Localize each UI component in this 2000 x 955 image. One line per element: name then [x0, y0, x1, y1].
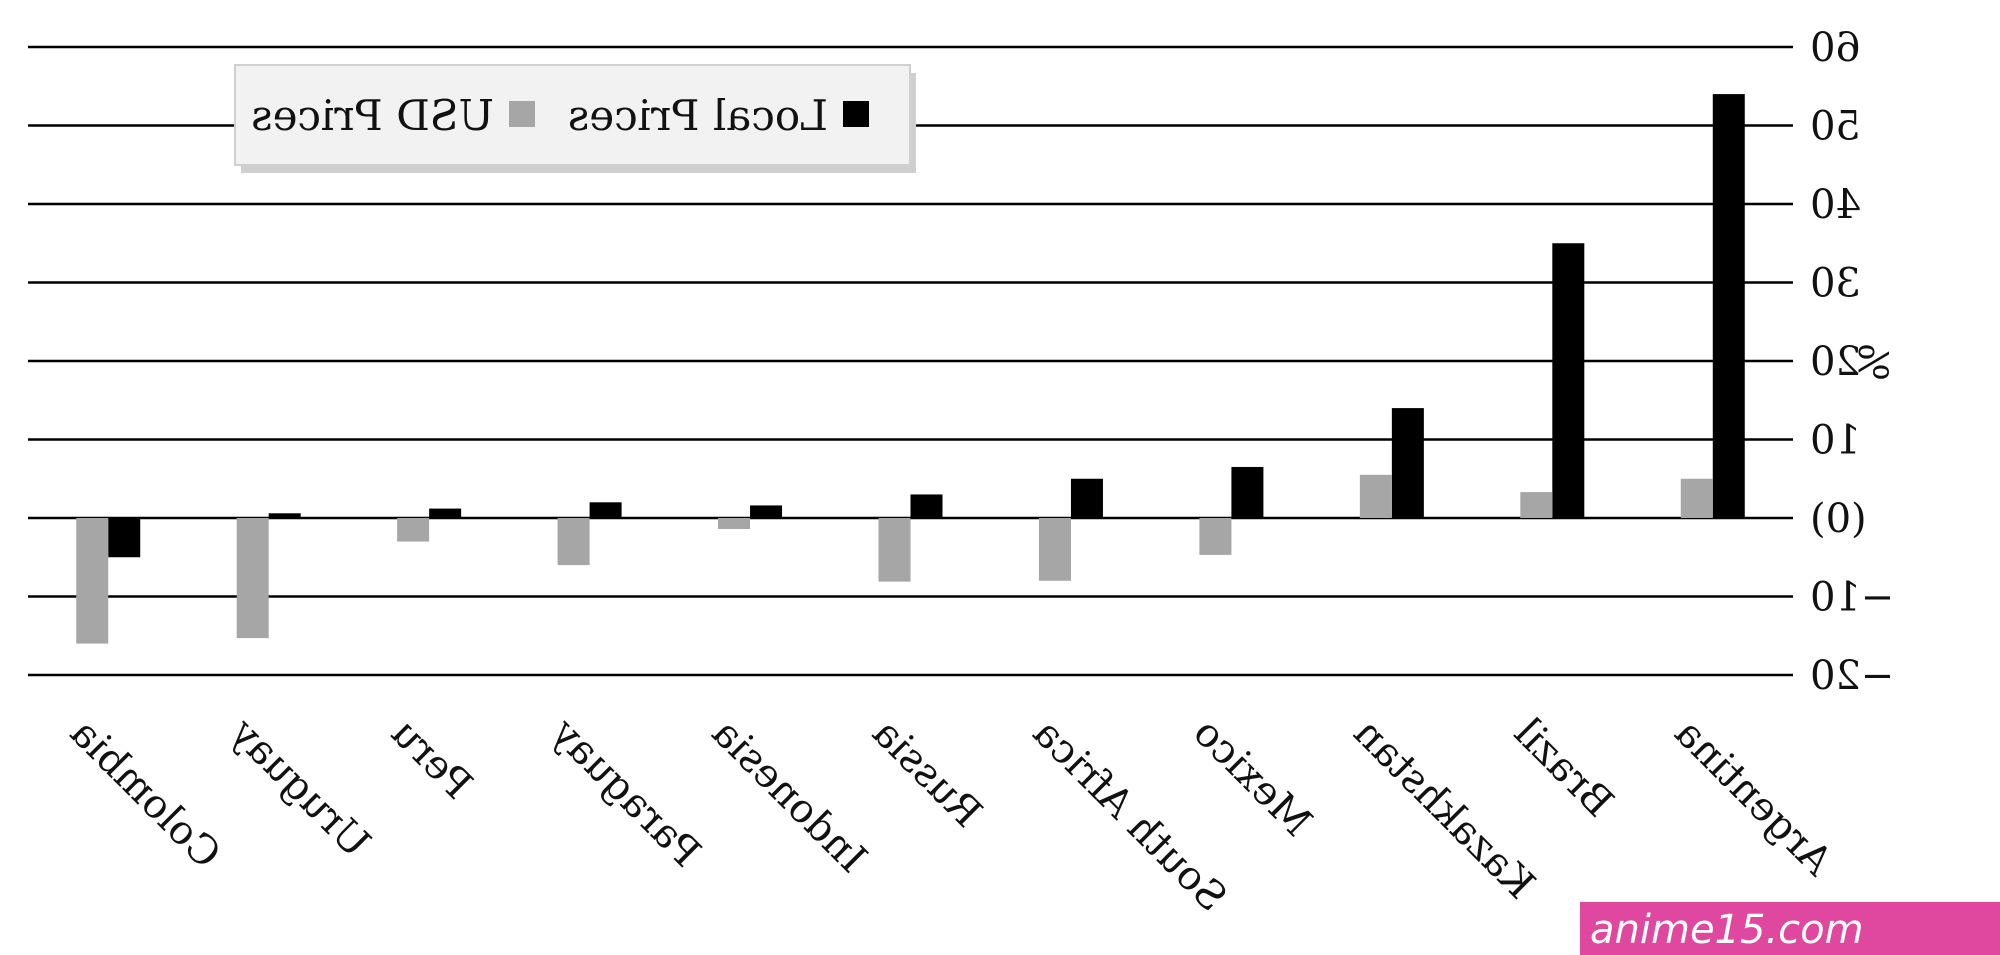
y-tick-label: 20: [1810, 339, 1861, 385]
bar-usd-prices-colombia: [76, 518, 109, 644]
category-label: Argentina: [1666, 710, 1842, 886]
category-label: Russia: [863, 710, 990, 837]
bar-usd-prices-kazakhstan: [1359, 474, 1392, 518]
category-label: Paraguay: [542, 709, 709, 876]
watermark-background: [1580, 902, 2000, 955]
y-tick-label: 30: [1810, 261, 1861, 307]
bar-usd-prices-brazil: [1520, 492, 1553, 518]
bar-usd-prices-russia: [878, 518, 911, 582]
bar-usd-prices-mexico: [1199, 518, 1232, 555]
category-label: Indonesia: [703, 710, 875, 882]
y-axis-label: %: [1849, 343, 1895, 381]
legend-label-local-prices: Local Prices: [568, 91, 828, 140]
legend-label-usd-prices: USD Prices: [251, 91, 494, 140]
bars: [76, 94, 1745, 644]
category-label: Uruguay: [221, 709, 379, 867]
bar-local-prices-kazakhstan: [1391, 408, 1424, 518]
bar-local-prices-uruguay: [268, 513, 301, 518]
bar-local-prices-south-africa: [1070, 478, 1103, 518]
bar-local-prices-mexico: [1231, 466, 1264, 518]
legend-swatch-local-prices: [843, 101, 869, 127]
bar-local-prices-colombia: [108, 518, 141, 558]
bar-local-prices-argentina: [1712, 94, 1745, 518]
bar-local-prices-russia: [910, 494, 943, 518]
bar-usd-prices-uruguay: [236, 518, 269, 639]
y-tick-label: 60: [1810, 25, 1861, 71]
bar-local-prices-peru: [429, 508, 462, 518]
bar-local-prices-brazil: [1552, 243, 1585, 518]
bar-usd-prices-south-africa: [1038, 518, 1071, 581]
legend-box: [234, 64, 911, 166]
y-tick-label: −20: [1810, 653, 1894, 699]
bar-local-prices-indonesia: [750, 505, 783, 518]
category-label: Mexico: [1184, 710, 1320, 846]
y-tick-label: (0): [1810, 496, 1867, 542]
y-tick-label: 10: [1810, 418, 1861, 464]
bar-usd-prices-peru: [397, 518, 430, 542]
watermark-text: anime15.com: [1590, 907, 1864, 953]
category-label: Colombia: [61, 710, 229, 878]
watermark: anime15.com: [1580, 902, 2000, 955]
legend: Local Prices USD Prices: [234, 64, 916, 173]
legend-swatch-usd-prices: [509, 101, 535, 127]
bar-local-prices-paraguay: [589, 502, 622, 518]
y-tick-label: 40: [1810, 182, 1861, 228]
category-label: Brazil: [1505, 710, 1622, 827]
y-tick-label: 50: [1810, 104, 1861, 150]
y-tick-label: −10: [1810, 575, 1894, 621]
gridlines: [28, 45, 1793, 677]
bar-usd-prices-indonesia: [718, 518, 751, 529]
y-tick-labels: −20 −10 (0) 10 20 30 40 50 60: [1810, 25, 1894, 699]
category-label: Peru: [382, 710, 481, 809]
bar-usd-prices-paraguay: [557, 518, 590, 566]
bar-usd-prices-argentina: [1680, 478, 1713, 518]
